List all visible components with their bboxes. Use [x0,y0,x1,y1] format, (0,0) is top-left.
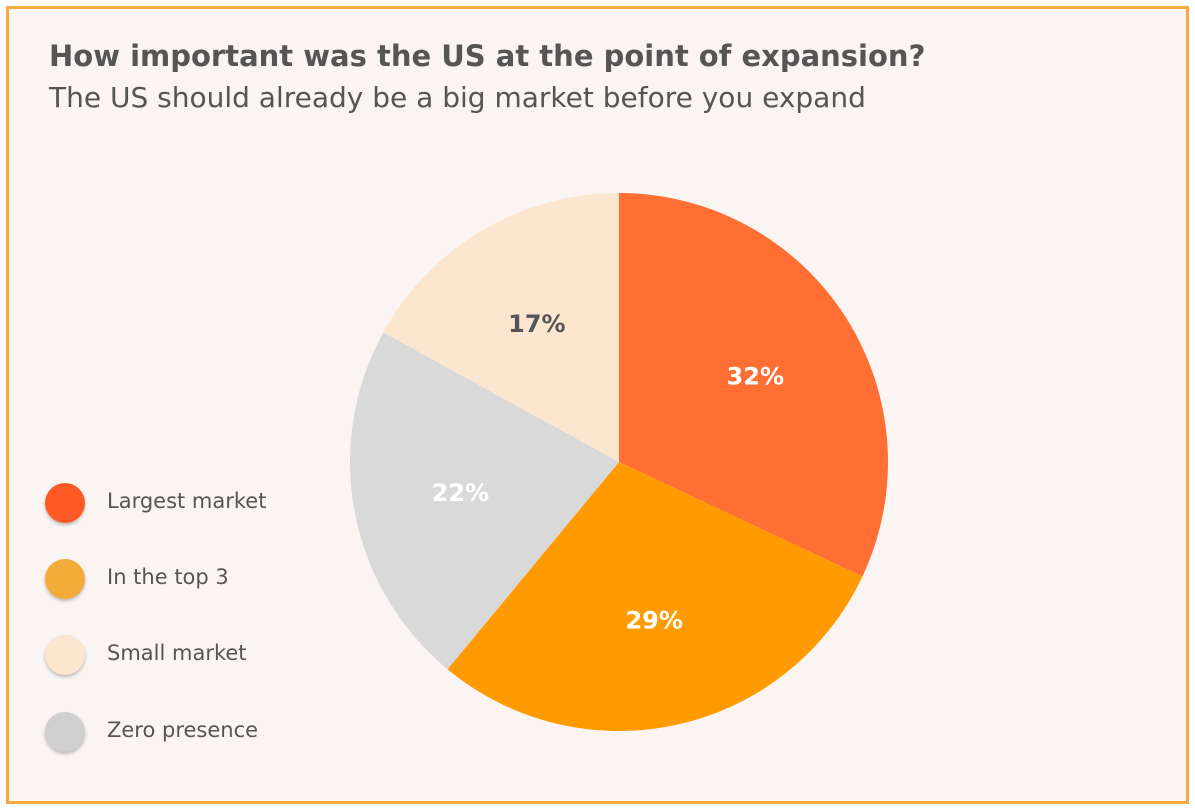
pie-data-label-0: 32% [727,363,784,391]
legend-label: Zero presence [107,718,259,742]
pie-slice-largest-market [619,193,888,577]
pie-chart: 32% 29% 22% 17% [350,193,888,732]
pie-slice-small-market [383,193,619,462]
legend-swatch [45,559,85,599]
pie-data-label-3: 17% [508,310,565,338]
pie-slice-zero-presence [350,332,619,670]
legend-swatch [45,635,85,675]
pie-data-label-1: 29% [625,607,682,635]
legend-label: Small market [107,641,247,665]
chart-subtitle: The US should already be a big market be… [49,81,866,114]
chart-title: How important was the US at the point of… [49,39,926,73]
pie-data-label-2: 22% [432,479,489,507]
legend-swatch [45,483,85,523]
chart-frame: How important was the US at the point of… [6,6,1189,804]
pie-slice-in-the-top-3 [447,462,863,732]
legend-swatch [45,712,85,752]
legend-label: In the top 3 [107,565,229,589]
legend-label: Largest market [107,489,267,513]
